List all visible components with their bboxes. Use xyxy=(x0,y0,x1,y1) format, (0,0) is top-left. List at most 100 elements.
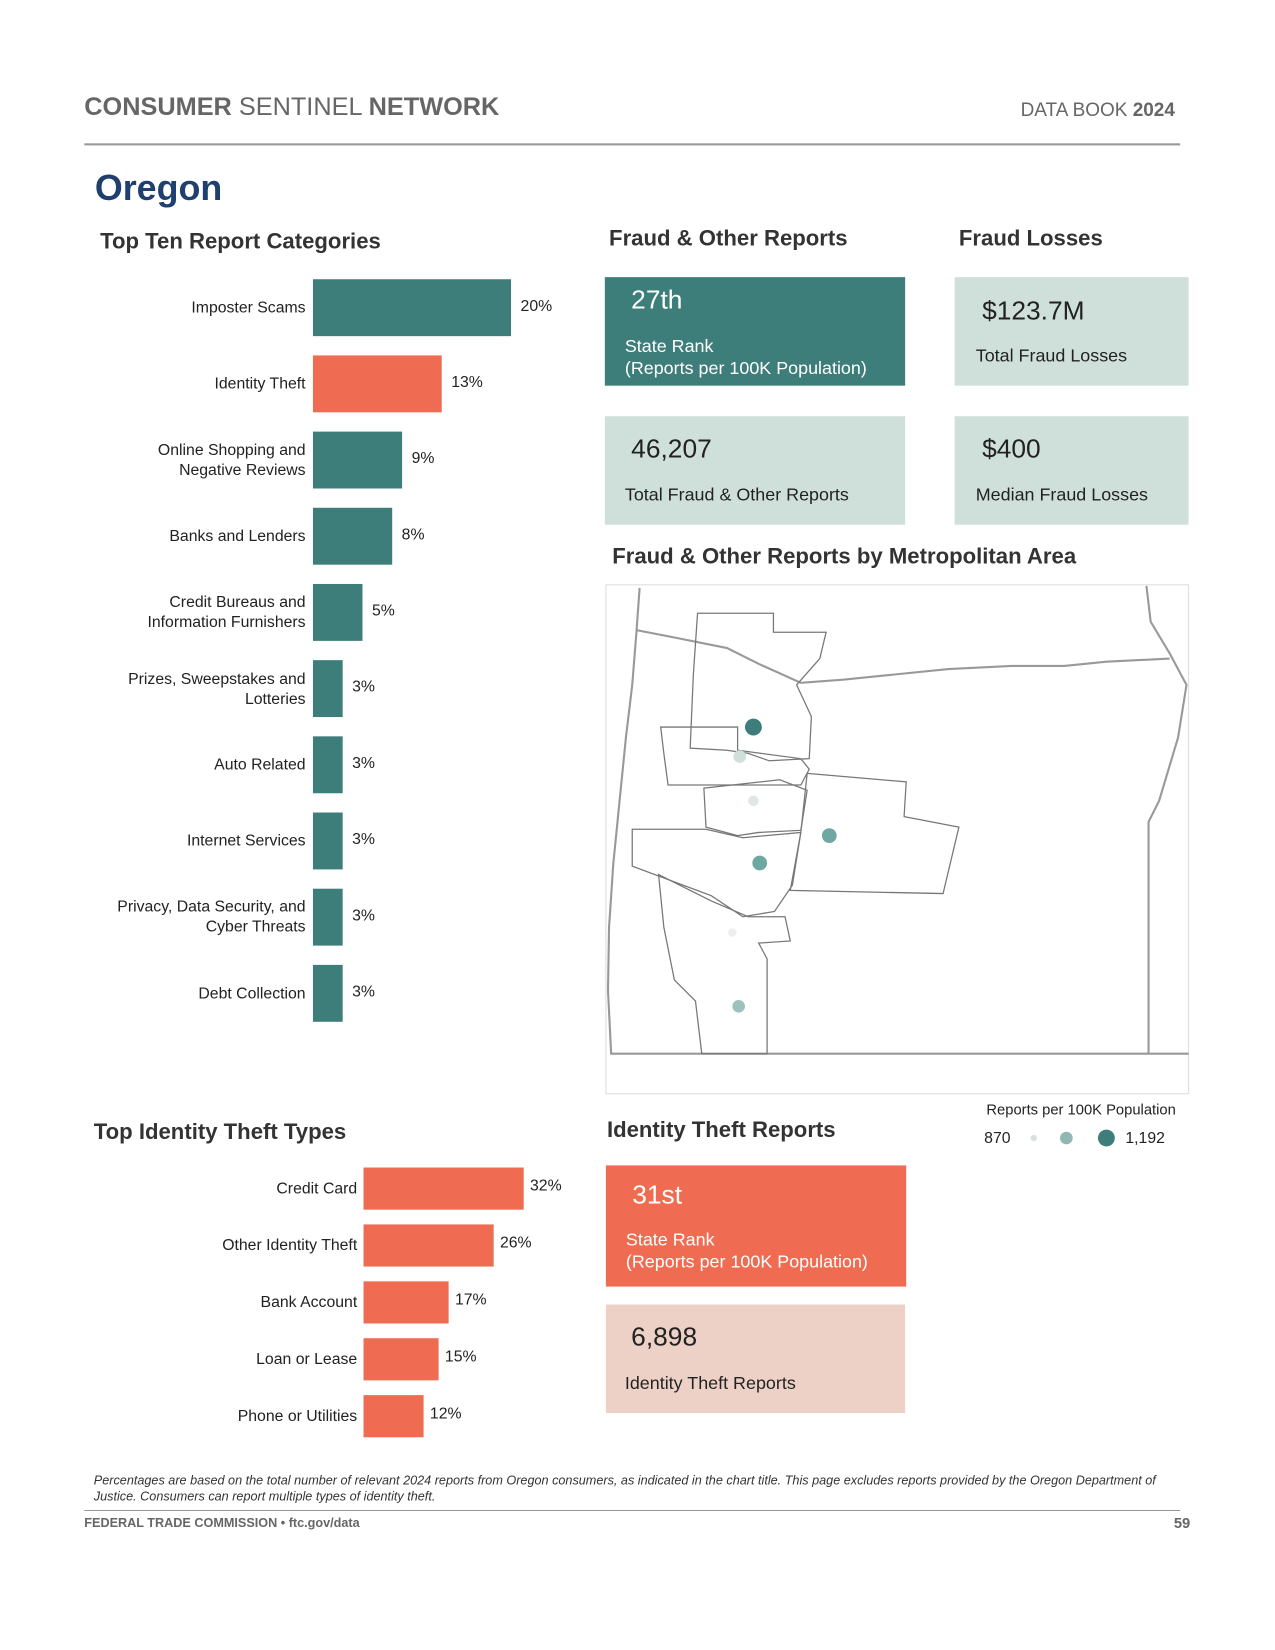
stat-box: 31st State Rank (Reports per 100K Popula… xyxy=(605,1165,907,1287)
metro-dot xyxy=(748,795,759,807)
category-label: Banks and Lenders xyxy=(169,527,306,546)
bar xyxy=(363,1167,524,1210)
value-label: 15% xyxy=(445,1348,477,1365)
bar xyxy=(312,583,363,641)
bar xyxy=(312,888,343,946)
header-title: CONSUMER SENTINEL NETWORK xyxy=(84,93,499,123)
value-label: 8% xyxy=(402,526,425,543)
value-label: 17% xyxy=(455,1291,487,1308)
category-label: Other Identity Theft xyxy=(222,1236,358,1255)
stat-box: 6,898 Identity Theft Reports xyxy=(605,1304,906,1414)
category-label: Identity Theft xyxy=(214,374,306,393)
bar xyxy=(363,1224,494,1267)
header-word: NETWORK xyxy=(368,92,500,122)
stat-label: (Reports per 100K Population) xyxy=(625,1251,868,1272)
stat-label: (Reports per 100K Population) xyxy=(624,358,867,379)
stat-label: Median Fraud Losses xyxy=(975,484,1149,505)
legend-dot xyxy=(1097,1129,1115,1147)
stat-box: $123.7M Total Fraud Losses xyxy=(954,277,1189,386)
stat-label: State Rank xyxy=(624,336,714,357)
stat-value: 6,898 xyxy=(631,1322,698,1352)
stat-value: $400 xyxy=(982,434,1041,464)
category-label: Phone or Utilities xyxy=(237,1407,358,1426)
legend-title: Reports per 100K Population xyxy=(986,1103,1175,1119)
header-word: CONSUMER xyxy=(84,92,232,122)
section-title: Fraud & Other Reports by Metropolitan Ar… xyxy=(612,544,1077,570)
category-label: Bank Account xyxy=(260,1293,358,1312)
category-label: Auto Related xyxy=(214,755,306,774)
header-word: 2024 xyxy=(1132,99,1175,121)
bar xyxy=(312,431,403,489)
category-label: Debt Collection xyxy=(198,984,306,1003)
stat-value: 31st xyxy=(632,1180,683,1210)
value-label: 9% xyxy=(412,450,435,467)
section-title: Top Identity Theft Types xyxy=(93,1120,347,1145)
section-title: Top Ten Report Categories xyxy=(100,229,381,254)
metro-dot xyxy=(752,855,768,871)
value-label: 3% xyxy=(352,983,375,1000)
map-frame xyxy=(605,584,1190,1095)
map xyxy=(606,585,1189,1055)
value-label: 3% xyxy=(352,755,375,772)
value-label: 26% xyxy=(500,1235,532,1252)
county xyxy=(657,873,792,1055)
bar xyxy=(363,1281,449,1324)
bar xyxy=(312,507,393,565)
category-label: Credit Card xyxy=(276,1179,358,1198)
header-word: DATA BOOK xyxy=(1020,99,1128,121)
state-outline xyxy=(606,585,1189,1055)
legend-dot xyxy=(1030,1134,1037,1142)
footer-rule xyxy=(84,1509,1181,1512)
value-label: 5% xyxy=(372,603,395,620)
section-title: Fraud Losses xyxy=(958,226,1103,251)
value-label: 3% xyxy=(352,831,375,848)
category-label: Online Shopping and Negative Reviews xyxy=(157,441,306,480)
state-title: Oregon xyxy=(94,168,223,209)
metro-dot xyxy=(733,750,747,763)
stat-label: Identity Theft Reports xyxy=(624,1372,796,1394)
value-label: 12% xyxy=(430,1405,462,1422)
metro-dots xyxy=(728,718,837,1013)
bar xyxy=(312,812,343,870)
category-label: Loan or Lease xyxy=(256,1350,358,1369)
category-label: Prizes, Sweepstakes and Lotteries xyxy=(128,669,306,708)
legend-max: 1,192 xyxy=(1125,1130,1165,1147)
value-label: 20% xyxy=(521,298,553,315)
bar xyxy=(312,279,512,337)
section-title: Identity Theft Reports xyxy=(606,1117,836,1143)
county xyxy=(689,612,827,762)
value-label: 3% xyxy=(352,679,375,696)
bar xyxy=(363,1338,439,1381)
value-label: 32% xyxy=(530,1178,562,1195)
stat-box: 27th State Rank (Reports per 100K Popula… xyxy=(604,277,906,386)
page-number: 59 xyxy=(1173,1514,1191,1532)
stat-label: Total Fraud Losses xyxy=(975,345,1128,366)
footer-text: FEDERAL TRADE COMMISSION • ftc.gov/data xyxy=(84,1515,360,1531)
bar xyxy=(312,964,343,1022)
stat-box: 46,207 Total Fraud & Other Reports xyxy=(604,416,906,525)
value-label: 13% xyxy=(451,374,483,391)
legend-dot xyxy=(1060,1131,1073,1145)
metro-dot xyxy=(821,828,837,843)
legend-min: 870 xyxy=(984,1130,1011,1147)
stat-value: 46,207 xyxy=(631,434,712,464)
footnote: Percentages are based on the total numbe… xyxy=(93,1473,1156,1504)
metro-dot xyxy=(732,999,745,1013)
value-label: 3% xyxy=(352,907,375,924)
category-label: Credit Bureaus and Information Furnisher… xyxy=(147,593,306,632)
category-label: Internet Services xyxy=(186,832,306,850)
bar xyxy=(312,355,442,413)
stat-label: Total Fraud & Other Reports xyxy=(624,484,849,505)
stat-value: 27th xyxy=(631,285,683,316)
header-word: SENTINEL xyxy=(238,92,362,122)
header-book: DATA BOOK 2024 xyxy=(1021,99,1175,121)
county xyxy=(659,726,811,786)
metro-dot xyxy=(744,718,762,736)
header-rule xyxy=(84,143,1181,146)
stat-label: State Rank xyxy=(625,1229,715,1250)
metro-dot xyxy=(728,928,737,937)
bar xyxy=(363,1395,424,1438)
category-label: Privacy, Data Security, and Cyber Threat… xyxy=(117,898,306,937)
